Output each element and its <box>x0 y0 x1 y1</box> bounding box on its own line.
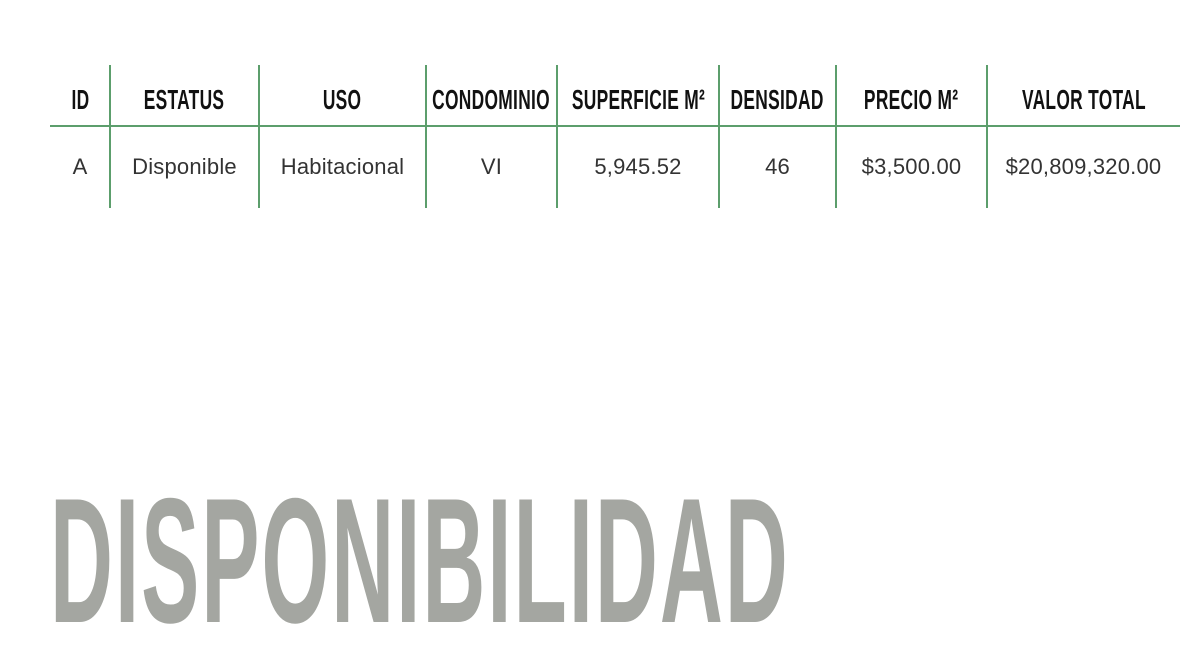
column-divider <box>258 65 260 208</box>
column-header-label: DENSIDAD <box>730 84 825 115</box>
column-header-label: USO <box>323 84 362 115</box>
table-cell: Habitacional <box>259 140 426 194</box>
column-header: USO <box>259 76 426 124</box>
column-header-label: ESTATUS <box>144 84 225 115</box>
table-cell-value: Habitacional <box>280 154 405 179</box>
table-cell-value: Disponible <box>132 154 237 179</box>
header-divider <box>50 125 1180 127</box>
column-divider <box>556 65 558 208</box>
table-cell: 46 <box>719 140 836 194</box>
column-divider <box>718 65 720 208</box>
column-divider <box>986 65 988 208</box>
table-cell: $20,809,320.00 <box>987 140 1180 194</box>
column-header-label: ID <box>71 84 89 115</box>
column-divider <box>835 65 837 208</box>
table-cell: Disponible <box>110 140 259 194</box>
column-divider <box>109 65 111 208</box>
column-header: PRECIO M² <box>836 76 987 124</box>
table-cell-value: VI <box>480 154 503 179</box>
column-header: SUPERFICIE M² <box>557 76 719 124</box>
table-cell-value: $20,809,320.00 <box>1005 154 1162 179</box>
table-cell: 5,945.52 <box>557 140 719 194</box>
column-header-label: CONDOMINIO <box>432 84 551 115</box>
column-header: ESTATUS <box>110 76 259 124</box>
column-header: VALOR TOTAL <box>987 76 1180 124</box>
column-header: ID <box>50 76 110 124</box>
column-header-label: VALOR TOTAL <box>1021 84 1146 115</box>
table-cell-value: A <box>72 154 88 179</box>
column-header: DENSIDAD <box>719 76 836 124</box>
page-title: DISPONIBILIDAD <box>50 461 790 660</box>
table-cell-value: 46 <box>765 154 790 179</box>
table-cell: $3,500.00 <box>836 140 987 194</box>
table-cell-value: $3,500.00 <box>861 154 962 179</box>
table-cell: A <box>50 140 110 194</box>
table-cell-value: 5,945.52 <box>594 154 682 179</box>
column-divider <box>425 65 427 208</box>
column-header-label: SUPERFICIE M² <box>571 84 705 115</box>
table-cell: VI <box>426 140 557 194</box>
column-header: CONDOMINIO <box>426 76 557 124</box>
column-header-label: PRECIO M² <box>864 84 959 115</box>
